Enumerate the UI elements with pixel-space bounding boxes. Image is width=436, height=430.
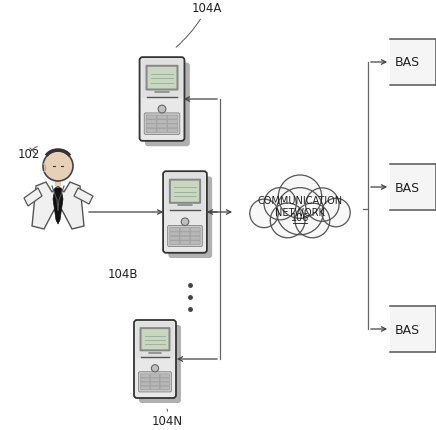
FancyBboxPatch shape [160,378,170,382]
Text: 106: 106 [291,212,309,222]
FancyBboxPatch shape [167,129,177,133]
FancyBboxPatch shape [146,129,157,133]
Polygon shape [24,189,42,206]
FancyBboxPatch shape [140,374,150,378]
Circle shape [250,200,278,228]
Circle shape [252,201,276,227]
FancyBboxPatch shape [170,232,180,236]
FancyBboxPatch shape [145,63,190,147]
FancyBboxPatch shape [180,232,190,236]
FancyBboxPatch shape [160,382,170,386]
FancyBboxPatch shape [167,116,177,120]
FancyBboxPatch shape [140,382,150,386]
FancyBboxPatch shape [170,228,180,232]
FancyBboxPatch shape [146,125,157,129]
FancyBboxPatch shape [150,382,160,386]
Polygon shape [32,183,84,230]
FancyBboxPatch shape [191,241,200,245]
FancyBboxPatch shape [157,120,167,124]
FancyBboxPatch shape [134,320,176,398]
Bar [55,177,61,187]
Circle shape [297,206,328,236]
FancyBboxPatch shape [142,329,168,350]
Text: BAS: BAS [395,323,420,336]
FancyBboxPatch shape [144,114,180,135]
FancyBboxPatch shape [170,237,180,240]
Circle shape [270,204,305,238]
FancyBboxPatch shape [146,66,178,91]
FancyBboxPatch shape [140,378,150,382]
Circle shape [266,190,294,218]
Circle shape [295,204,330,238]
FancyBboxPatch shape [140,327,170,351]
Bar [390,306,436,352]
FancyBboxPatch shape [160,386,170,390]
Text: BAS: BAS [395,56,420,69]
FancyBboxPatch shape [165,174,205,212]
Circle shape [181,218,189,226]
Circle shape [279,191,321,232]
Circle shape [272,206,303,236]
Polygon shape [53,189,63,224]
Circle shape [322,199,350,227]
FancyBboxPatch shape [140,386,150,390]
FancyBboxPatch shape [138,372,172,392]
Polygon shape [74,189,93,205]
FancyBboxPatch shape [136,322,174,358]
FancyBboxPatch shape [167,120,177,124]
Circle shape [151,365,159,372]
Circle shape [307,190,337,220]
Circle shape [158,106,166,114]
FancyBboxPatch shape [157,116,167,120]
FancyBboxPatch shape [170,241,180,245]
FancyBboxPatch shape [180,228,190,232]
FancyBboxPatch shape [180,237,190,240]
FancyBboxPatch shape [191,228,200,232]
Circle shape [264,188,296,220]
Circle shape [306,188,339,222]
FancyBboxPatch shape [142,60,182,98]
FancyBboxPatch shape [157,129,167,133]
FancyBboxPatch shape [157,125,167,129]
FancyBboxPatch shape [140,58,184,141]
Text: 104B: 104B [108,267,139,280]
FancyBboxPatch shape [168,177,212,258]
Text: 104A: 104A [176,2,222,48]
FancyBboxPatch shape [169,179,201,204]
Text: BAS: BAS [395,181,420,194]
Circle shape [43,152,73,181]
Bar [390,40,436,86]
FancyBboxPatch shape [163,172,207,253]
FancyBboxPatch shape [150,374,160,378]
Bar [390,165,436,211]
Text: 104N: 104N [152,409,183,427]
FancyBboxPatch shape [191,237,200,240]
FancyBboxPatch shape [191,232,200,236]
FancyBboxPatch shape [167,125,177,129]
FancyBboxPatch shape [146,116,157,120]
FancyBboxPatch shape [147,68,177,89]
FancyBboxPatch shape [180,241,190,245]
FancyBboxPatch shape [171,181,199,203]
Circle shape [276,188,324,235]
Circle shape [324,200,348,226]
Text: 102: 102 [18,147,41,161]
FancyBboxPatch shape [150,378,160,382]
FancyBboxPatch shape [150,386,160,390]
FancyBboxPatch shape [160,374,170,378]
Text: COMMUNICATION
NETWORK: COMMUNICATION NETWORK [257,195,343,218]
FancyBboxPatch shape [139,325,181,403]
Circle shape [281,178,319,216]
FancyBboxPatch shape [167,226,202,247]
FancyBboxPatch shape [146,120,157,124]
Circle shape [278,175,322,219]
